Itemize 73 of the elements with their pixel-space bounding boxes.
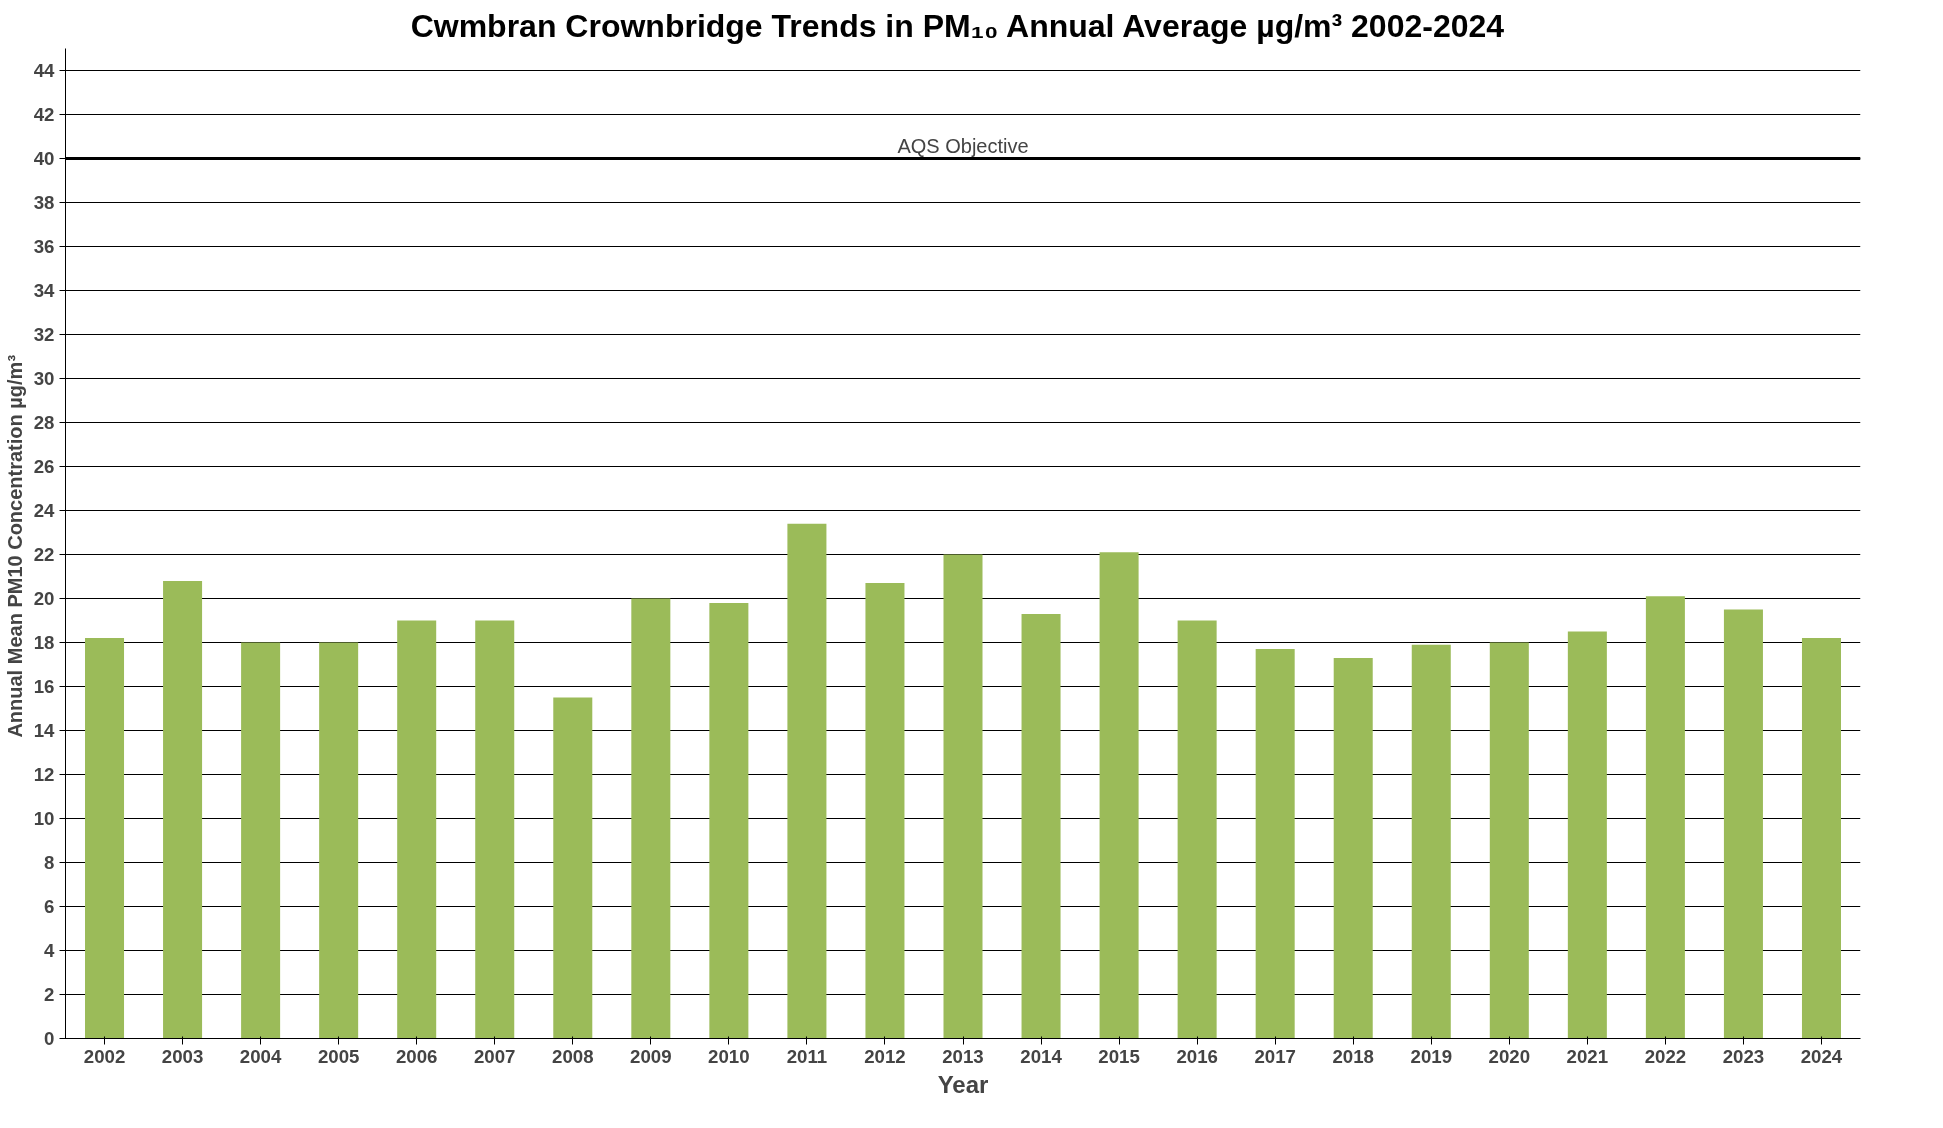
x-tick-label: 2022 [1644,1045,1687,1067]
y-tick-label: 42 [33,104,55,125]
y-tick-label: 26 [33,456,55,477]
x-axis-title: Year [937,1070,989,1098]
x-tick-label: 2009 [630,1045,672,1067]
y-tick-label: 20 [33,588,55,609]
x-tick-label: 2023 [1722,1045,1765,1067]
bar [1333,657,1373,1039]
x-tick-label: 2002 [83,1045,126,1067]
y-tick-label: 10 [33,808,55,829]
y-tick-label: 14 [33,720,56,741]
bar [1801,638,1841,1039]
bar [397,620,437,1039]
bar [1723,609,1763,1039]
x-tick-label: 2006 [395,1045,438,1067]
y-tick-label: 8 [44,852,55,873]
x-tick-label: 2024 [1800,1045,1843,1067]
bar [1177,620,1217,1039]
bar [241,642,281,1039]
y-tick-label: 32 [33,324,55,345]
x-tick-label: 2017 [1254,1045,1296,1067]
bar [787,523,827,1039]
ref-line-label: AQS Objective [897,134,1029,157]
y-tick-label: 24 [33,500,56,521]
y-tick-label: 38 [33,192,55,213]
x-tick-label: 2014 [1020,1045,1063,1067]
chart-title: Cwmbran Crownbridge Trends in PM₁₀ Annual Average µg/m³ 2002-2024 [410,7,1505,44]
y-tick-label: 44 [33,60,56,81]
bar [1411,644,1451,1039]
bar [1489,642,1529,1039]
bar [631,598,671,1039]
y-axis-title: Annual Mean PM10 Concentration µg/m³ [3,354,26,738]
bar [163,580,203,1039]
x-tick-label: 2004 [239,1045,282,1067]
y-tick-label: 30 [33,368,55,389]
bar [553,697,593,1039]
x-tick-label: 2018 [1332,1045,1374,1067]
x-tick-label: 2011 [786,1045,828,1067]
y-tick-label: 16 [33,676,55,697]
x-tick-label: 2008 [552,1045,594,1067]
bar [943,554,983,1039]
y-tick-label: 18 [33,632,55,653]
x-tick-label: 2016 [1176,1045,1218,1067]
y-tick-label: 2 [44,984,55,1005]
y-tick-label: 6 [44,896,55,917]
x-tick-label: 2019 [1410,1045,1453,1067]
y-tick-label: 0 [44,1028,55,1049]
x-tick-label: 2013 [942,1045,984,1067]
y-tick-label: 4 [44,940,56,961]
y-tick-label: 36 [33,236,55,257]
bar [475,620,515,1039]
bar [709,602,749,1039]
bar [1645,596,1685,1039]
bar [1099,552,1139,1039]
y-tick-label: 12 [33,764,55,785]
y-tick-label: 22 [33,544,55,565]
y-tick-label: 40 [33,148,55,169]
bar [865,583,905,1039]
y-tick-label: 34 [33,280,56,301]
y-tick-label: 28 [33,412,55,433]
x-tick-label: 2005 [317,1045,360,1067]
x-tick-label: 2020 [1488,1045,1531,1067]
x-tick-label: 2021 [1566,1045,1609,1067]
x-tick-label: 2007 [473,1045,516,1067]
bar [85,638,125,1039]
bar [319,642,359,1039]
bar [1255,649,1295,1039]
x-tick-label: 2012 [864,1045,906,1067]
x-tick-label: 2010 [708,1045,750,1067]
x-tick-label: 2003 [161,1045,204,1067]
x-tick-label: 2015 [1098,1045,1140,1067]
bar [1567,631,1607,1039]
bar [1021,613,1061,1039]
